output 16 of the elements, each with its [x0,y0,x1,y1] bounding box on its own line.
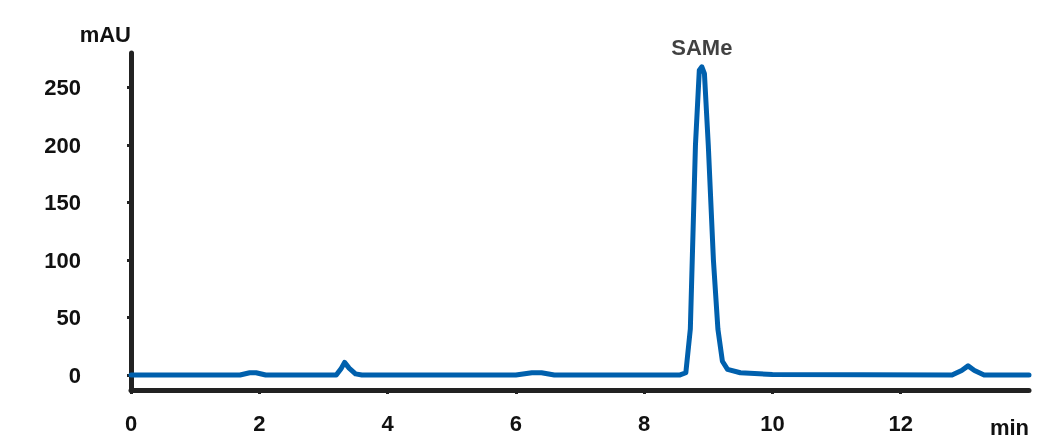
annotation: SAMe [671,35,733,61]
x-axis-title: min [989,414,1029,440]
y-tick-label: 100 [44,247,81,273]
y-tick-label: 200 [44,132,81,158]
y-tick-label: 150 [44,190,81,216]
x-tick-label: 12 [888,410,913,436]
y-tick-label: 50 [56,305,81,331]
y-axis-title: mAU [79,21,131,47]
y-tick-label: 250 [44,75,81,101]
x-tick-label: 8 [638,410,651,436]
x-tick-label: 4 [381,410,395,436]
x-tick-label: 2 [253,410,266,436]
x-tick-label: 10 [760,410,785,436]
x-tick-label: 6 [509,410,522,436]
y-tick-label: 0 [68,362,81,388]
x-tick-label: 0 [124,410,138,436]
